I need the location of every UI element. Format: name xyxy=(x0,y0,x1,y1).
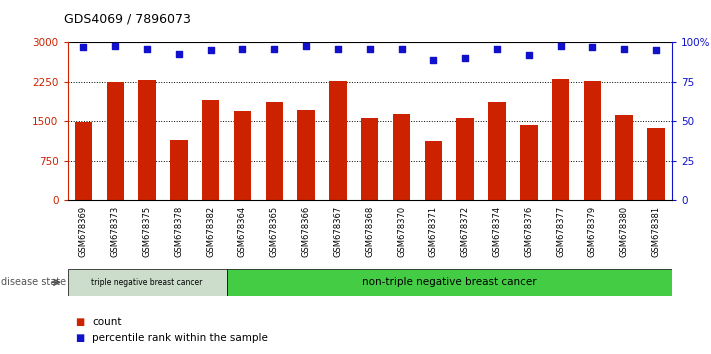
Point xyxy=(555,43,566,48)
Bar xyxy=(265,102,283,200)
Text: triple negative breast cancer: triple negative breast cancer xyxy=(92,278,203,287)
Point xyxy=(459,55,471,61)
Text: GSM678365: GSM678365 xyxy=(269,206,279,257)
Bar xyxy=(520,125,538,200)
Text: GSM678370: GSM678370 xyxy=(397,206,406,257)
Point xyxy=(269,46,280,52)
Bar xyxy=(584,81,601,200)
Bar xyxy=(234,111,251,200)
Text: GSM678373: GSM678373 xyxy=(111,206,119,257)
Text: GSM678369: GSM678369 xyxy=(79,206,88,257)
Text: ■: ■ xyxy=(75,333,84,343)
Text: disease state: disease state xyxy=(1,277,66,287)
Text: GSM678379: GSM678379 xyxy=(588,206,597,257)
Point xyxy=(173,51,185,56)
Point xyxy=(77,44,89,50)
Text: GSM678366: GSM678366 xyxy=(301,206,311,257)
Bar xyxy=(456,118,474,200)
Bar xyxy=(107,82,124,200)
Bar xyxy=(424,141,442,200)
Text: GSM678372: GSM678372 xyxy=(461,206,470,257)
Bar xyxy=(170,139,188,200)
Point xyxy=(301,43,312,48)
Point xyxy=(109,43,121,48)
Bar xyxy=(202,100,220,200)
Point xyxy=(364,46,375,52)
Point xyxy=(587,44,598,50)
Text: GSM678376: GSM678376 xyxy=(524,206,533,257)
Point xyxy=(237,46,248,52)
Bar xyxy=(361,118,378,200)
Point xyxy=(651,47,662,53)
Text: percentile rank within the sample: percentile rank within the sample xyxy=(92,333,268,343)
Text: GSM678374: GSM678374 xyxy=(493,206,501,257)
Bar xyxy=(297,110,315,200)
Text: count: count xyxy=(92,317,122,327)
Point xyxy=(396,46,407,52)
Text: GSM678367: GSM678367 xyxy=(333,206,343,257)
Text: GSM678380: GSM678380 xyxy=(620,206,629,257)
Bar xyxy=(616,115,633,200)
Text: GSM678381: GSM678381 xyxy=(651,206,661,257)
Text: GSM678377: GSM678377 xyxy=(556,206,565,257)
Bar xyxy=(647,127,665,200)
Text: GSM678378: GSM678378 xyxy=(174,206,183,257)
Text: non-triple negative breast cancer: non-triple negative breast cancer xyxy=(362,277,537,287)
Point xyxy=(205,47,216,53)
Point xyxy=(141,46,153,52)
Text: GSM678375: GSM678375 xyxy=(143,206,151,257)
Bar xyxy=(227,269,672,296)
Text: GSM678371: GSM678371 xyxy=(429,206,438,257)
Bar xyxy=(552,79,570,200)
Bar xyxy=(139,80,156,200)
Bar xyxy=(488,102,506,200)
Text: GSM678368: GSM678368 xyxy=(365,206,374,257)
Point xyxy=(523,52,535,58)
Text: GSM678364: GSM678364 xyxy=(238,206,247,257)
Point xyxy=(619,46,630,52)
Bar xyxy=(75,122,92,200)
Bar xyxy=(68,269,227,296)
Bar xyxy=(329,81,347,200)
Point xyxy=(427,57,439,63)
Text: GSM678382: GSM678382 xyxy=(206,206,215,257)
Point xyxy=(332,46,343,52)
Text: GDS4069 / 7896073: GDS4069 / 7896073 xyxy=(64,12,191,25)
Point xyxy=(491,46,503,52)
Bar xyxy=(392,114,410,200)
Text: ■: ■ xyxy=(75,317,84,327)
